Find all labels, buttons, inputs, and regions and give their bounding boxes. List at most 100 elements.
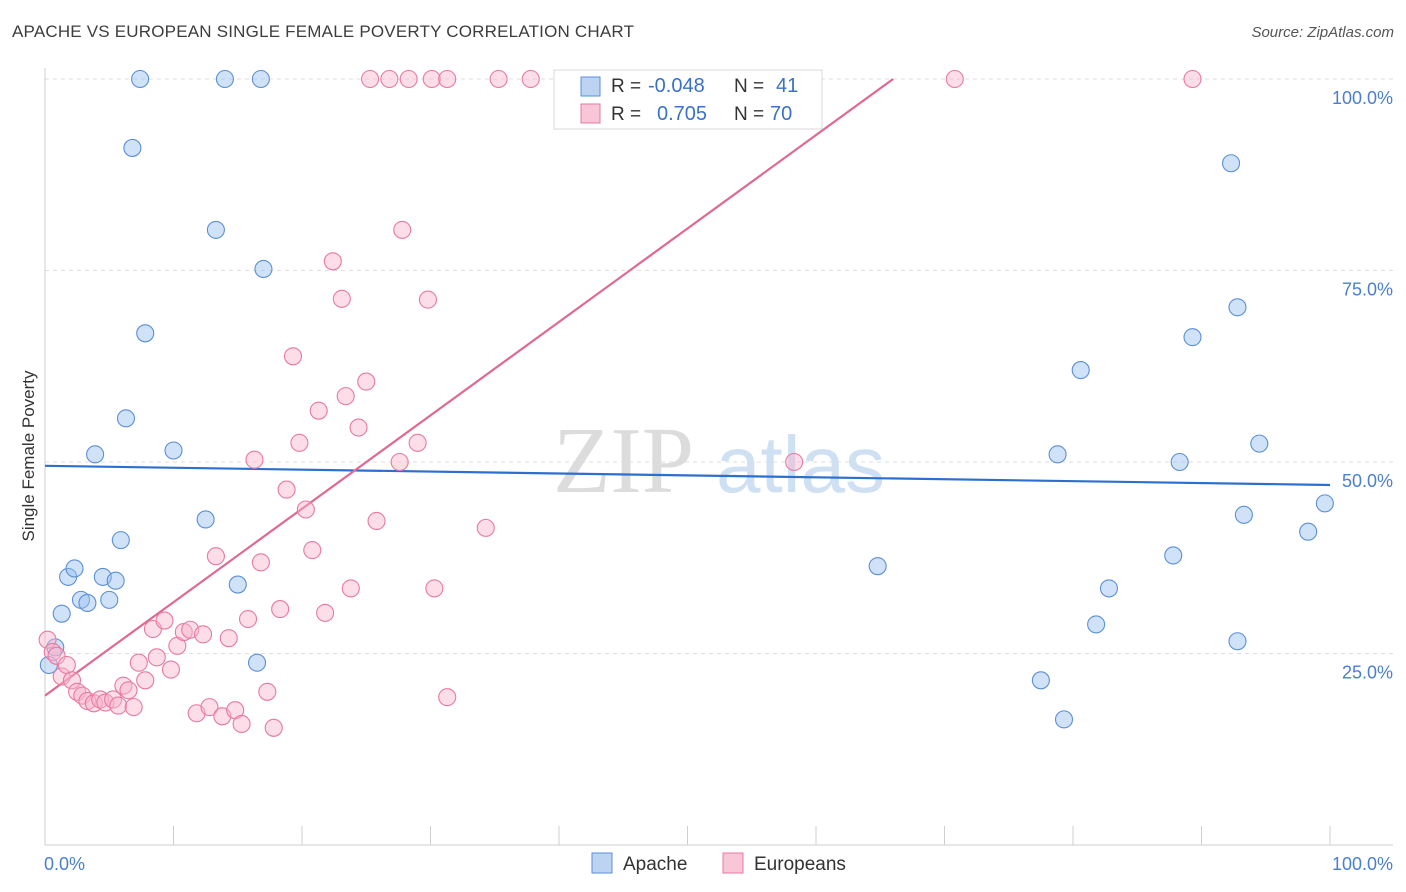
europeans-point-56 — [390, 452, 409, 472]
apache-point-9 — [100, 590, 119, 609]
europeans-point-51 — [349, 418, 368, 437]
europeans-point-62 — [425, 579, 444, 598]
europeans-point-20 — [147, 648, 166, 667]
apache-point-11 — [111, 531, 130, 550]
tick-labels: 25.0% 50.0% 75.0% 100.0% 0.0% 100.0% — [44, 88, 1393, 874]
legend-n-value-apache: 41 — [776, 75, 798, 97]
apache-point-32 — [1170, 452, 1189, 472]
europeans-point-28 — [200, 698, 219, 717]
europeans-point-27 — [194, 625, 213, 644]
europeans-point-47 — [323, 252, 342, 271]
apache-point-27 — [1054, 710, 1074, 729]
apache-point-10 — [106, 571, 125, 590]
apache-point-31 — [1164, 546, 1183, 565]
apache-point-33 — [1183, 328, 1202, 347]
apache-point-12 — [116, 409, 136, 428]
europeans-point-3 — [52, 667, 71, 686]
europeans-point-36 — [251, 553, 270, 572]
apache-point-35 — [1228, 632, 1247, 651]
apache-point-30 — [1099, 579, 1119, 598]
europeans-point-31 — [219, 629, 238, 648]
x-tick-label-min: 0.0% — [44, 854, 85, 874]
legend-r-label-europeans: R = — [611, 104, 641, 125]
europeans-point-10 — [91, 690, 110, 709]
bottom-legend-swatch-europeans — [722, 852, 744, 874]
watermark-atlas: atlas — [716, 420, 885, 509]
y-tick-label-2: 75.0% — [1342, 280, 1393, 300]
legend-r-label-apache: R = — [611, 76, 641, 97]
apache-point-2 — [52, 604, 71, 623]
europeans-point-43 — [296, 500, 315, 519]
apache-point-24 — [868, 557, 887, 576]
europeans-point-61 — [422, 69, 441, 89]
y-axis-label: Single Female Poverty — [19, 370, 38, 542]
apache-point-25 — [1031, 671, 1050, 690]
bottom-legend-apache: Apache — [623, 854, 687, 875]
apache-point-18 — [206, 220, 225, 239]
apache-point-13 — [123, 138, 142, 157]
europeans-point-13 — [109, 696, 128, 715]
apache-point-26 — [1048, 445, 1067, 464]
europeans-point-21 — [155, 611, 174, 630]
europeans-point-44 — [303, 541, 322, 560]
europeans-point-38 — [264, 718, 283, 737]
apache-point-22 — [251, 69, 270, 89]
legend-r-value-europeans: 0.705 — [657, 103, 707, 125]
europeans-point-39 — [271, 600, 290, 619]
europeans-point-64 — [438, 688, 457, 707]
europeans-point-18 — [136, 671, 155, 690]
apache-point-23 — [254, 259, 273, 279]
europeans-point-17 — [129, 653, 148, 672]
trend-lines — [44, 78, 1331, 697]
apache-point-17 — [196, 510, 215, 529]
europeans-point-57 — [393, 220, 412, 239]
europeans-point-71 — [1183, 69, 1202, 89]
top-legend: R = -0.048 N = 41 R = 0.705 N = 70 — [553, 69, 823, 130]
y-tick-label-0: 25.0% — [1342, 663, 1393, 683]
bottom-legend-europeans: Europeans — [754, 854, 846, 875]
europeans-point-58 — [399, 69, 418, 89]
europeans-trend-line — [44, 78, 894, 697]
apache-point-6 — [78, 593, 97, 612]
apache-point-40 — [1315, 494, 1334, 513]
europeans-point-22 — [161, 660, 180, 679]
apache-point-34 — [1222, 154, 1241, 173]
gridlines — [45, 78, 1393, 654]
europeans-point-55 — [380, 69, 399, 89]
data-points — [38, 69, 1334, 737]
europeans-point-52 — [357, 372, 376, 391]
apache-point-16 — [164, 441, 183, 460]
europeans-point-2 — [47, 646, 66, 665]
europeans-point-41 — [283, 347, 303, 366]
europeans-point-15 — [119, 681, 138, 700]
legend-n-label-apache: N = — [734, 76, 764, 97]
europeans-point-69 — [785, 452, 804, 472]
europeans-point-54 — [367, 511, 386, 531]
legend-swatch-apache — [580, 76, 601, 97]
apache-point-39 — [1299, 522, 1318, 541]
europeans-point-16 — [124, 698, 143, 717]
apache-point-7 — [86, 445, 105, 464]
europeans-point-45 — [309, 401, 328, 420]
europeans-point-65 — [476, 518, 495, 537]
legend-swatch-europeans — [580, 103, 601, 124]
legend-n-value-europeans: 70 — [770, 103, 792, 125]
watermark-zip: ZIP — [553, 409, 694, 513]
apache-point-14 — [131, 69, 150, 89]
legend-r-value-apache: -0.048 — [648, 75, 705, 97]
source-label: Source: ZipAtlas.com — [1251, 24, 1394, 41]
apache-point-29 — [1087, 615, 1106, 634]
apache-trend-line — [44, 464, 1331, 487]
apache-point-37 — [1234, 505, 1253, 524]
europeans-point-46 — [316, 603, 335, 622]
apache-point-15 — [136, 324, 155, 343]
europeans-point-63 — [438, 69, 457, 89]
bottom-legend: Apache Europeans — [591, 852, 846, 875]
europeans-point-37 — [258, 682, 277, 701]
europeans-point-34 — [238, 609, 258, 629]
europeans-point-40 — [277, 480, 296, 499]
europeans-point-33 — [232, 714, 251, 734]
apache-point-19 — [215, 69, 234, 89]
apache-point-38 — [1250, 434, 1269, 453]
